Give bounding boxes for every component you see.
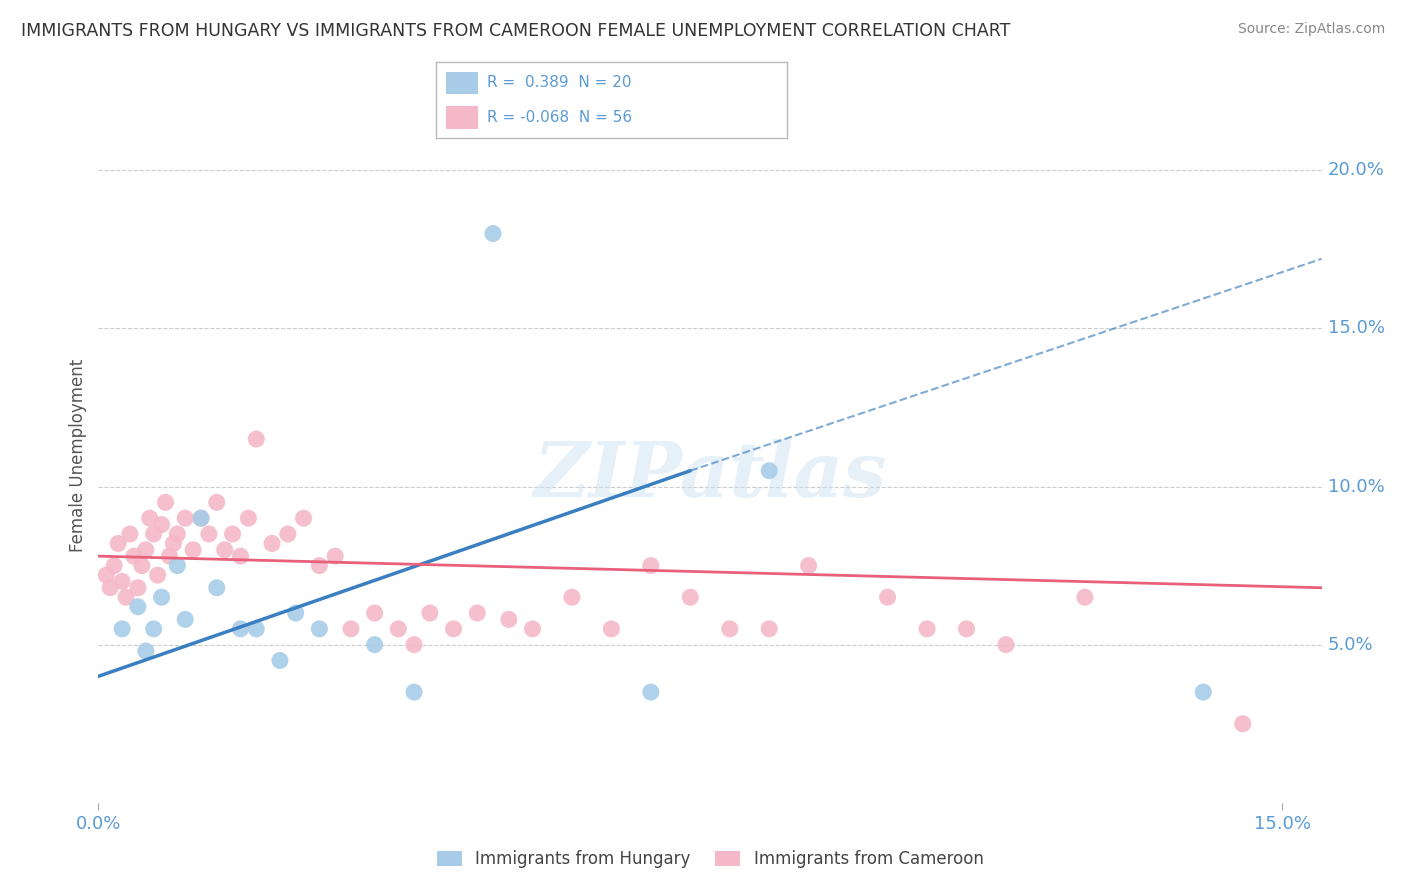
Point bbox=[955, 622, 977, 636]
Text: Source: ZipAtlas.com: Source: ZipAtlas.com bbox=[1237, 22, 1385, 37]
Point bbox=[122, 549, 145, 563]
Point bbox=[1192, 685, 1215, 699]
Point bbox=[131, 558, 153, 573]
Point bbox=[465, 606, 488, 620]
Point bbox=[640, 685, 662, 699]
Point bbox=[138, 511, 160, 525]
Point bbox=[190, 511, 212, 525]
Point bbox=[135, 542, 157, 557]
Point bbox=[1074, 591, 1097, 605]
Point bbox=[522, 622, 544, 636]
Point bbox=[600, 622, 623, 636]
Point bbox=[174, 511, 197, 525]
Point bbox=[277, 527, 299, 541]
Point bbox=[387, 622, 409, 636]
Point bbox=[876, 591, 898, 605]
Point bbox=[443, 622, 465, 636]
Point bbox=[150, 517, 173, 532]
Point bbox=[229, 549, 252, 563]
Text: 20.0%: 20.0% bbox=[1327, 161, 1385, 179]
Bar bbox=[447, 106, 478, 129]
Text: ZIPatlas: ZIPatlas bbox=[533, 439, 887, 513]
Point bbox=[142, 622, 165, 636]
Point bbox=[150, 591, 173, 605]
Point bbox=[1232, 716, 1254, 731]
Point bbox=[142, 527, 165, 541]
Point bbox=[245, 432, 267, 446]
Text: 15.0%: 15.0% bbox=[1327, 319, 1385, 337]
Point bbox=[308, 622, 330, 636]
Text: IMMIGRANTS FROM HUNGARY VS IMMIGRANTS FROM CAMEROON FEMALE UNEMPLOYMENT CORRELAT: IMMIGRANTS FROM HUNGARY VS IMMIGRANTS FR… bbox=[21, 22, 1011, 40]
Point bbox=[127, 599, 149, 614]
Point bbox=[146, 568, 169, 582]
Text: R = -0.068  N = 56: R = -0.068 N = 56 bbox=[486, 111, 631, 125]
Point bbox=[994, 638, 1017, 652]
Point bbox=[308, 558, 330, 573]
Point bbox=[115, 591, 138, 605]
Point bbox=[96, 568, 118, 582]
Point bbox=[260, 536, 283, 550]
Point bbox=[198, 527, 221, 541]
Point bbox=[135, 644, 157, 658]
Point bbox=[181, 542, 204, 557]
Point bbox=[340, 622, 363, 636]
Point bbox=[103, 558, 125, 573]
Point bbox=[758, 622, 780, 636]
Point bbox=[205, 581, 228, 595]
Point bbox=[159, 549, 181, 563]
Point bbox=[111, 622, 134, 636]
Point bbox=[758, 464, 780, 478]
Text: R =  0.389  N = 20: R = 0.389 N = 20 bbox=[486, 76, 631, 90]
Point bbox=[166, 527, 188, 541]
Point bbox=[190, 511, 212, 525]
Point bbox=[269, 653, 291, 667]
Point bbox=[107, 536, 129, 550]
Legend: Immigrants from Hungary, Immigrants from Cameroon: Immigrants from Hungary, Immigrants from… bbox=[430, 843, 990, 874]
Point bbox=[323, 549, 346, 563]
Point bbox=[679, 591, 702, 605]
Y-axis label: Female Unemployment: Female Unemployment bbox=[69, 359, 87, 551]
Bar bbox=[447, 71, 478, 95]
Point bbox=[245, 622, 267, 636]
Point bbox=[284, 606, 307, 620]
Point bbox=[162, 536, 184, 550]
Point bbox=[363, 606, 385, 620]
Point bbox=[498, 612, 520, 626]
Point bbox=[111, 574, 134, 589]
Point bbox=[127, 581, 149, 595]
Point bbox=[238, 511, 260, 525]
Point bbox=[155, 495, 177, 509]
Point bbox=[174, 612, 197, 626]
Point bbox=[98, 581, 121, 595]
Point bbox=[404, 685, 426, 699]
Text: 10.0%: 10.0% bbox=[1327, 477, 1385, 496]
Point bbox=[482, 227, 505, 241]
Point bbox=[229, 622, 252, 636]
Point bbox=[915, 622, 938, 636]
Point bbox=[205, 495, 228, 509]
Point bbox=[419, 606, 441, 620]
Point bbox=[363, 638, 385, 652]
Point bbox=[166, 558, 188, 573]
Text: 5.0%: 5.0% bbox=[1327, 636, 1374, 654]
Point bbox=[561, 591, 583, 605]
Point bbox=[718, 622, 741, 636]
Point bbox=[118, 527, 141, 541]
Point bbox=[292, 511, 315, 525]
Point bbox=[640, 558, 662, 573]
Point bbox=[797, 558, 820, 573]
Point bbox=[221, 527, 243, 541]
Point bbox=[404, 638, 426, 652]
Point bbox=[214, 542, 236, 557]
